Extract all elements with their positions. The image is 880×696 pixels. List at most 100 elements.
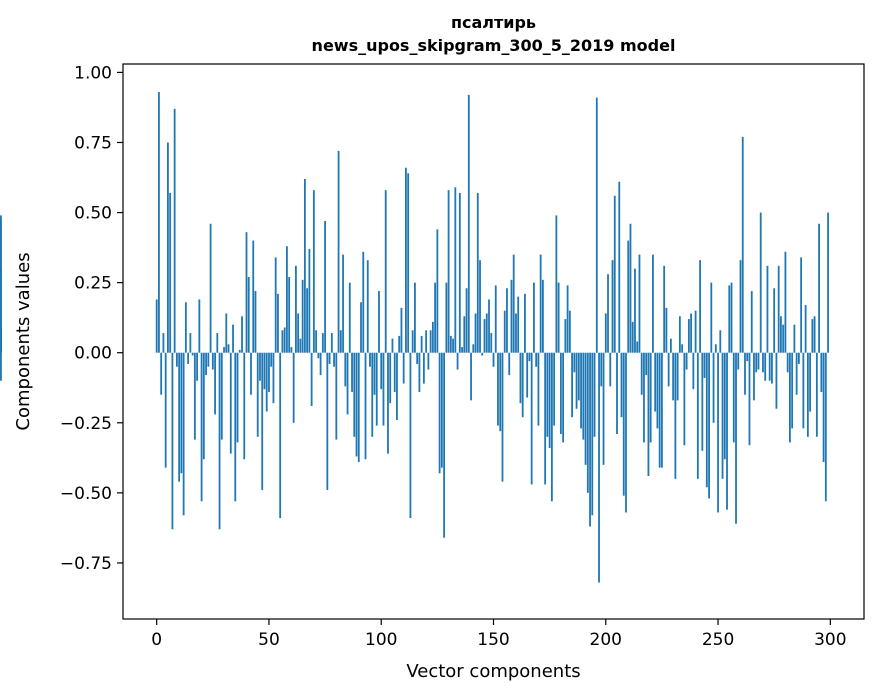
bar [645,352,648,376]
bar [577,352,580,401]
bar [746,352,749,362]
bar [209,223,212,353]
bar [813,316,816,353]
bar [762,352,764,373]
x-tick-label: 50 [258,630,280,650]
bar [467,94,470,353]
bar [277,293,279,353]
bar [737,352,740,370]
bar [452,338,454,353]
bar [764,352,767,381]
bar [775,352,778,409]
bar [661,352,663,468]
bar [308,249,311,353]
bar [326,352,329,491]
bar [436,229,439,353]
bar [609,352,612,387]
bar [694,310,697,353]
bar [533,282,535,353]
bar [292,352,295,423]
y-axis-ticks: 1.00 0.75 0.50 0.25 0.00 −0.25 −0.50 −0.75 [60,63,123,574]
bar [510,279,513,353]
bar [342,254,344,353]
bar [820,352,823,392]
bar [382,352,385,426]
bar [328,352,331,364]
bar [393,352,396,392]
bar [232,324,234,353]
bar [227,344,230,353]
bar [627,240,630,353]
bar [690,313,692,353]
bar [618,181,621,353]
bar [524,293,526,353]
bar [824,352,827,502]
bar [263,352,266,390]
bar [261,352,264,491]
bar [259,352,261,381]
bar [431,321,434,353]
bar [324,220,326,353]
bar [418,352,421,392]
bar [759,212,762,353]
bar [438,352,441,474]
bar [178,352,181,482]
bar [681,344,684,353]
bar [429,330,432,353]
bar [218,352,221,530]
bar [622,352,625,496]
y-tick-label: −0.25 [60,414,112,434]
bar [470,352,472,401]
bar [497,352,499,426]
bar [220,352,223,440]
bar [643,352,645,443]
bar [339,330,342,353]
bar [353,352,356,437]
bar [283,327,286,353]
bar [360,302,362,353]
bar [414,282,416,353]
bar [184,302,187,353]
bar [290,347,293,353]
y-tick-label: 0.25 [74,274,112,294]
bar [748,352,751,446]
y-axis-label: Components values [13,252,34,430]
bar [699,260,701,353]
bar [640,352,643,395]
bar [337,150,340,353]
bar [321,333,324,353]
bar [669,338,672,353]
bar [528,352,531,362]
bar [490,333,493,353]
bar [295,265,297,353]
bar [223,347,225,353]
bar [710,282,713,353]
bar [411,330,414,353]
bar [791,352,794,429]
bar [169,192,172,353]
x-tick-label: 200 [590,630,622,650]
bar [508,352,511,376]
bar [802,352,805,429]
y-tick-label: 1.00 [74,63,112,83]
bar [593,352,596,437]
bar [303,178,306,353]
bar [301,279,304,353]
bar [591,352,594,516]
bar [366,260,369,353]
bar [449,335,452,353]
bar [389,352,392,404]
bar [211,352,214,370]
x-tick-label: 0 [151,630,162,650]
bar [735,352,737,524]
bar [483,319,486,353]
bar [216,333,219,353]
bar [175,352,178,367]
bar [818,223,820,353]
bar [685,352,688,370]
bar [732,352,735,443]
bar [375,352,378,426]
bar [225,313,228,353]
bar [674,352,677,479]
